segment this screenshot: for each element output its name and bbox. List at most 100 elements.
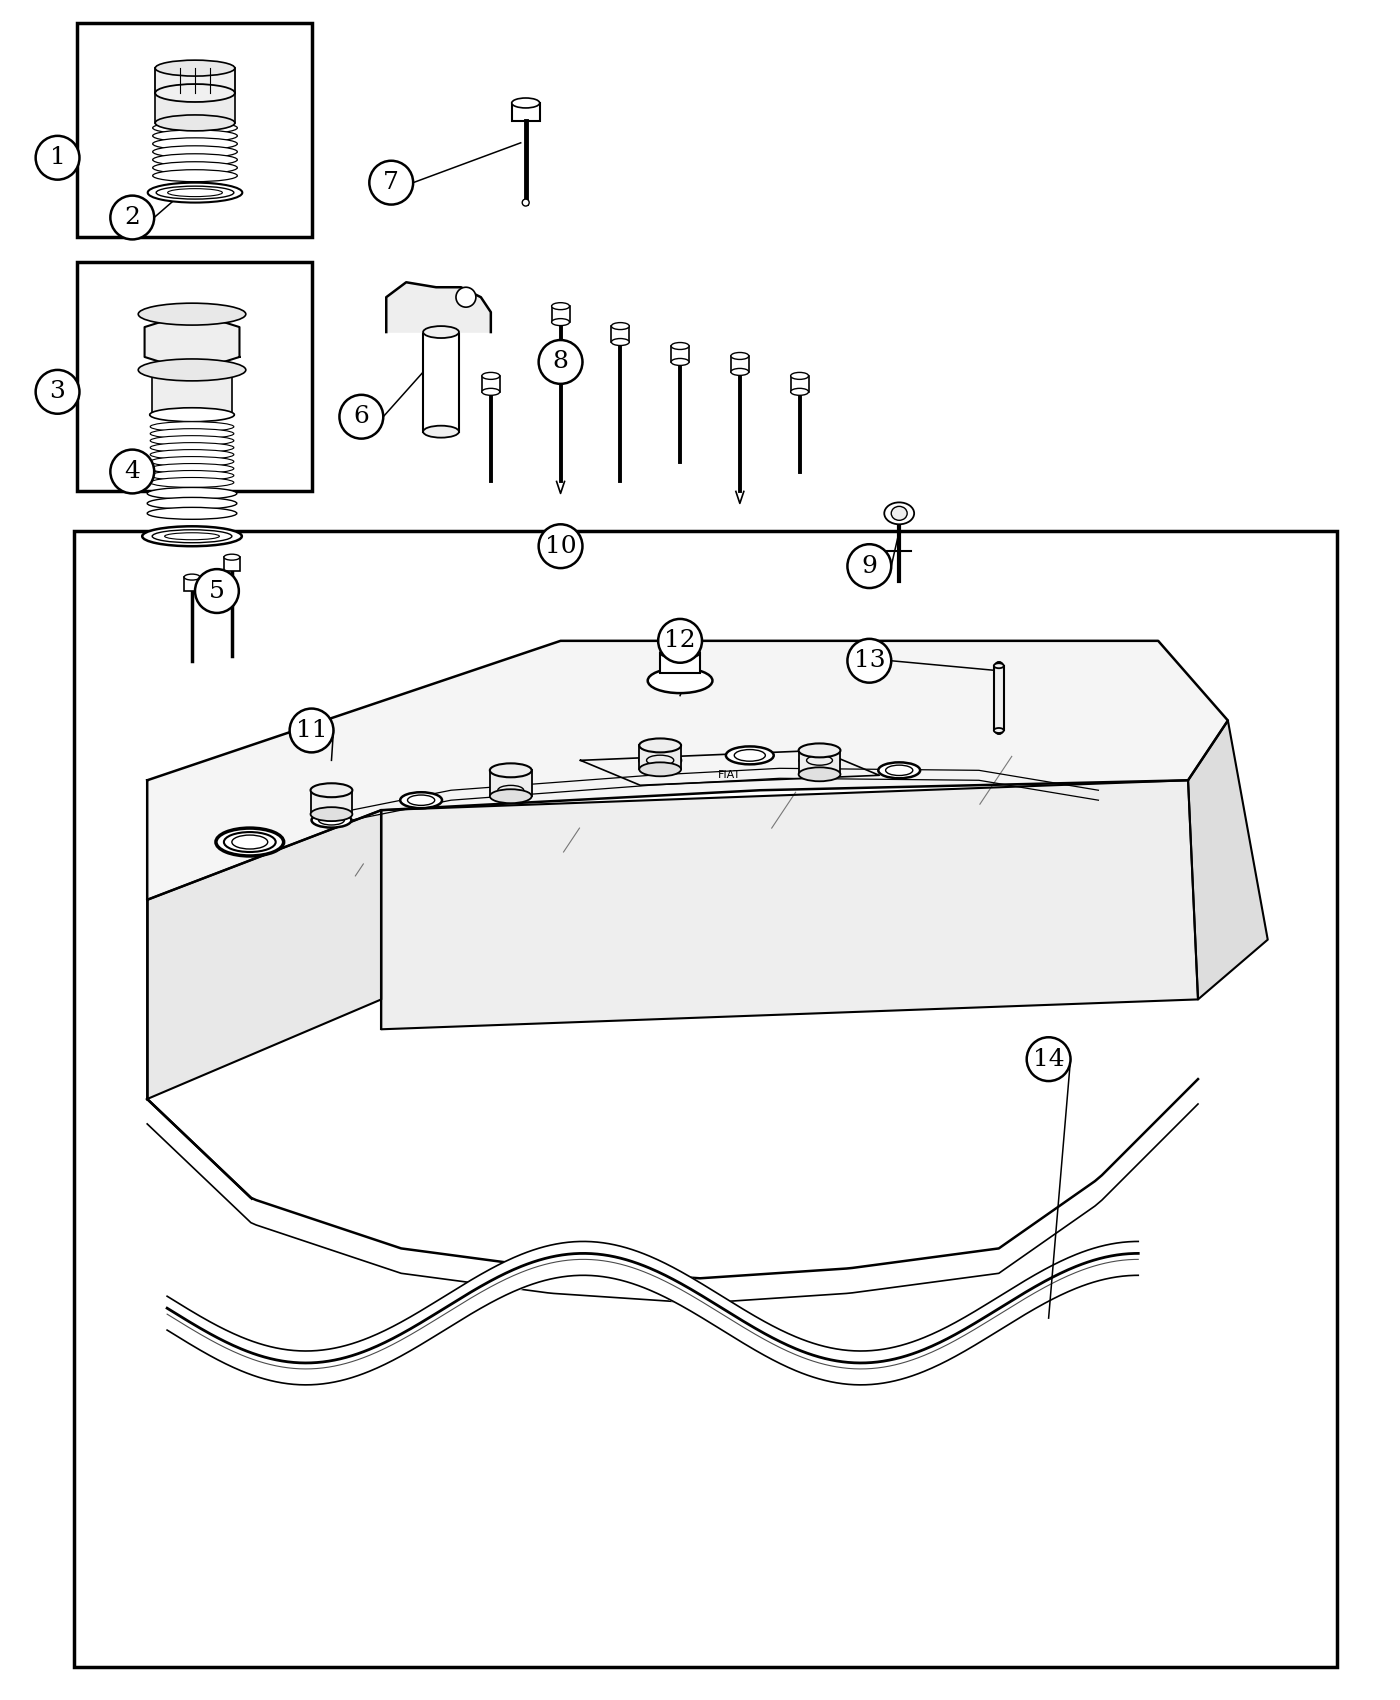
FancyBboxPatch shape: [490, 770, 532, 796]
FancyBboxPatch shape: [640, 745, 680, 770]
Ellipse shape: [311, 808, 353, 821]
Ellipse shape: [150, 408, 234, 422]
Text: 11: 11: [295, 719, 328, 741]
Ellipse shape: [671, 342, 689, 350]
Ellipse shape: [648, 668, 713, 694]
Ellipse shape: [153, 530, 232, 542]
Ellipse shape: [799, 753, 840, 768]
Ellipse shape: [147, 488, 237, 500]
FancyBboxPatch shape: [731, 355, 749, 372]
Ellipse shape: [552, 318, 570, 326]
Ellipse shape: [798, 743, 840, 758]
Text: 4: 4: [125, 461, 140, 483]
Circle shape: [539, 340, 582, 384]
Ellipse shape: [490, 789, 532, 802]
Text: 9: 9: [861, 554, 878, 578]
Ellipse shape: [731, 369, 749, 376]
Text: 13: 13: [854, 649, 885, 672]
Text: 3: 3: [49, 381, 66, 403]
FancyBboxPatch shape: [671, 347, 689, 362]
Ellipse shape: [153, 170, 238, 182]
Ellipse shape: [150, 422, 234, 432]
Ellipse shape: [878, 762, 920, 779]
Ellipse shape: [150, 471, 234, 481]
Ellipse shape: [640, 753, 680, 768]
Circle shape: [456, 287, 476, 308]
Text: 10: 10: [545, 536, 577, 558]
Ellipse shape: [885, 503, 914, 524]
FancyBboxPatch shape: [512, 104, 539, 121]
Ellipse shape: [153, 129, 238, 141]
FancyBboxPatch shape: [552, 306, 570, 321]
Ellipse shape: [640, 738, 680, 753]
Text: 8: 8: [553, 350, 568, 374]
Ellipse shape: [150, 449, 234, 459]
Ellipse shape: [150, 442, 234, 452]
Ellipse shape: [183, 575, 200, 580]
Ellipse shape: [153, 122, 238, 134]
FancyBboxPatch shape: [155, 68, 235, 94]
Ellipse shape: [216, 828, 284, 857]
Ellipse shape: [522, 199, 529, 206]
Ellipse shape: [150, 457, 234, 466]
Ellipse shape: [311, 784, 353, 797]
Ellipse shape: [725, 746, 774, 765]
Ellipse shape: [153, 146, 238, 158]
Ellipse shape: [640, 762, 680, 777]
Ellipse shape: [892, 507, 907, 520]
Polygon shape: [1189, 721, 1268, 1000]
Text: 12: 12: [664, 629, 696, 653]
Ellipse shape: [155, 116, 235, 131]
Circle shape: [658, 619, 701, 663]
Text: FIAT: FIAT: [718, 770, 742, 780]
Bar: [77, 24, 312, 238]
Ellipse shape: [155, 60, 235, 76]
Text: 1: 1: [49, 146, 66, 170]
Ellipse shape: [612, 338, 629, 345]
Polygon shape: [147, 641, 1228, 899]
Ellipse shape: [224, 831, 276, 852]
Ellipse shape: [157, 182, 234, 197]
Ellipse shape: [155, 83, 235, 102]
FancyBboxPatch shape: [612, 326, 629, 342]
Circle shape: [111, 196, 154, 240]
Ellipse shape: [482, 372, 500, 379]
Ellipse shape: [671, 359, 689, 366]
Ellipse shape: [512, 99, 539, 109]
Circle shape: [539, 524, 582, 568]
Ellipse shape: [147, 498, 237, 510]
Circle shape: [290, 709, 333, 753]
Ellipse shape: [150, 428, 234, 439]
Circle shape: [370, 162, 413, 204]
FancyBboxPatch shape: [791, 376, 809, 391]
Ellipse shape: [157, 185, 234, 199]
FancyBboxPatch shape: [224, 558, 239, 571]
Circle shape: [35, 136, 80, 180]
Text: 2: 2: [125, 206, 140, 230]
FancyBboxPatch shape: [798, 750, 840, 774]
Ellipse shape: [150, 464, 234, 474]
Circle shape: [847, 639, 892, 683]
Ellipse shape: [139, 303, 246, 325]
Ellipse shape: [224, 554, 239, 561]
FancyBboxPatch shape: [153, 371, 232, 415]
Circle shape: [847, 544, 892, 588]
Polygon shape: [147, 811, 381, 1098]
Bar: [74, 532, 1337, 1666]
Text: 14: 14: [1033, 1047, 1064, 1071]
Bar: [77, 262, 312, 491]
Circle shape: [1026, 1037, 1071, 1081]
Ellipse shape: [731, 352, 749, 359]
Ellipse shape: [148, 182, 242, 202]
FancyBboxPatch shape: [423, 332, 459, 432]
FancyBboxPatch shape: [311, 790, 353, 814]
Polygon shape: [386, 282, 491, 332]
Ellipse shape: [612, 323, 629, 330]
Ellipse shape: [153, 162, 238, 173]
Text: 6: 6: [353, 405, 370, 428]
Ellipse shape: [153, 153, 238, 165]
Polygon shape: [144, 313, 239, 372]
Ellipse shape: [150, 435, 234, 445]
Ellipse shape: [312, 813, 351, 828]
Ellipse shape: [150, 478, 234, 488]
